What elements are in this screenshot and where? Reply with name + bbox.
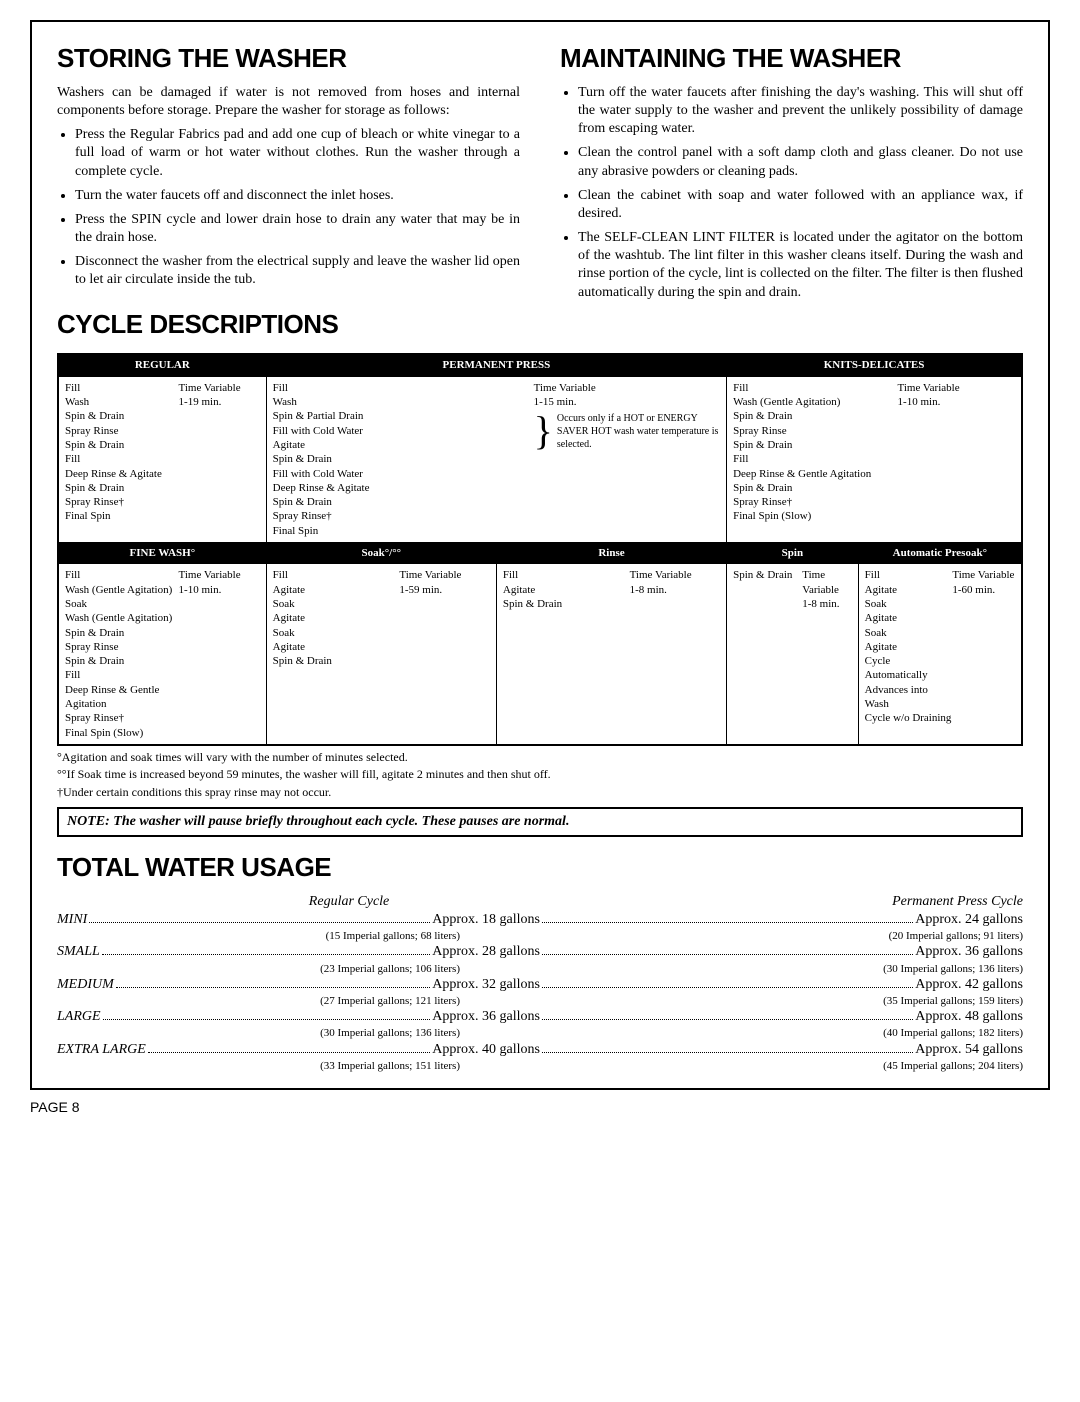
pp-note: Occurs only if a HOT or ENERGY SAVER HOT… — [557, 412, 720, 451]
list-item: Disconnect the washer from the electrica… — [75, 253, 520, 289]
cycle-time: Time Variable 1-8 min. — [802, 568, 851, 611]
water-pp-value: Approx. 54 gallons — [915, 1041, 1023, 1059]
storing-list: Press the Regular Fabrics pad and add on… — [57, 126, 520, 290]
water-pp-value: Approx. 36 gallons — [915, 943, 1023, 961]
storing-intro: Washers can be damaged if water is not r… — [57, 84, 520, 120]
cycle-header: FINE WASH° — [58, 543, 266, 564]
water-headers: Regular Cycle Permanent Press Cycle — [57, 893, 1023, 911]
water-title: TOTAL WATER USAGE — [57, 851, 1023, 885]
water-regular-sub: (27 Imperial gallons; 121 liters) — [57, 994, 540, 1008]
cycle-header: KNITS-DELICATES — [727, 354, 1022, 376]
cycle-steps: Fill Agitate Soak Agitate Soak Agitate S… — [273, 568, 400, 668]
cycle-header: Soak°/°° — [266, 543, 496, 564]
water-pp-value: Approx. 42 gallons — [915, 976, 1023, 994]
cycle-time: Time Variable 1-8 min. — [630, 568, 721, 611]
note-text: NOTE: The washer will pause briefly thro… — [67, 814, 569, 829]
cycle-header: Spin — [727, 543, 859, 564]
water-label: MINI — [57, 911, 87, 929]
page-number: PAGE 8 — [30, 1098, 1050, 1116]
storing-section: STORING THE WASHER Washers can be damage… — [57, 42, 520, 349]
water-regular-sub: (15 Imperial gallons; 68 liters) — [57, 929, 540, 943]
water-header-pp: Permanent Press Cycle — [574, 893, 1023, 911]
cycle-steps: Fill Agitate Spin & Drain — [503, 568, 630, 611]
cycle-header: Rinse — [496, 543, 726, 564]
water-regular-sub: (23 Imperial gallons; 106 liters) — [57, 962, 540, 976]
cycle-header: PERMANENT PRESS — [266, 354, 726, 376]
water-usage-table: MINI Approx. 18 gallons(15 Imperial gallo… — [57, 911, 1023, 1073]
footnote: °Agitation and soak times will vary with… — [57, 750, 1023, 766]
maintaining-title: MAINTAINING THE WASHER — [560, 42, 1023, 76]
footnote: °°If Soak time is increased beyond 59 mi… — [57, 767, 1023, 783]
water-row: MINI Approx. 18 gallons(15 Imperial gallo… — [57, 911, 1023, 943]
cycle-cell: Spin & Drain Time Variable 1-8 min. — [727, 564, 859, 745]
cycle-title: CYCLE DESCRIPTIONS — [57, 308, 520, 342]
maintaining-list: Turn off the water faucets after finishi… — [560, 84, 1023, 302]
list-item: Turn the water faucets off and disconnec… — [75, 187, 520, 205]
water-pp-value: Approx. 24 gallons — [915, 911, 1023, 929]
cycle-cell: Fill Wash Spin & Partial Drain Fill with… — [266, 376, 726, 542]
water-regular-sub: (30 Imperial gallons; 136 liters) — [57, 1026, 540, 1040]
cycle-steps: Spin & Drain — [733, 568, 802, 611]
water-row: MEDIUM Approx. 32 gallons(27 Imperial gal… — [57, 976, 1023, 1008]
water-row: LARGE Approx. 36 gallons(30 Imperial gall… — [57, 1008, 1023, 1040]
footnotes: °Agitation and soak times will vary with… — [57, 750, 1023, 801]
water-pp-sub: (45 Imperial gallons; 204 liters) — [540, 1059, 1023, 1073]
list-item: Press the SPIN cycle and lower drain hos… — [75, 211, 520, 247]
cycle-time: Time Variable 1-60 min. — [952, 568, 1015, 725]
water-regular-sub: (33 Imperial gallons; 151 liters) — [57, 1059, 540, 1073]
maintaining-section: MAINTAINING THE WASHER Turn off the wate… — [560, 42, 1023, 349]
water-regular-value: Approx. 40 gallons — [432, 1041, 540, 1059]
cycle-time: Time Variable 1-19 min. — [179, 381, 260, 524]
cycle-time: Time Variable 1-10 min. — [898, 381, 1015, 524]
water-pp-value: Approx. 48 gallons — [915, 1008, 1023, 1026]
water-label: EXTRA LARGE — [57, 1041, 146, 1059]
brace-icon: } — [534, 411, 553, 451]
list-item: Press the Regular Fabrics pad and add on… — [75, 126, 520, 181]
cycle-steps: Fill Wash Spin & Partial Drain Fill with… — [273, 381, 534, 538]
cycle-time: Time Variable 1-59 min. — [399, 568, 490, 668]
water-regular-value: Approx. 28 gallons — [432, 943, 540, 961]
cycle-cell: Fill Agitate Soak Agitate Soak Agitate S… — [266, 564, 496, 745]
list-item: Clean the cabinet with soap and water fo… — [578, 187, 1023, 223]
water-regular-value: Approx. 18 gallons — [432, 911, 540, 929]
cycle-cell: Fill Wash (Gentle Agitation) Soak Wash (… — [58, 564, 266, 745]
water-label: SMALL — [57, 943, 100, 961]
water-pp-sub: (35 Imperial gallons; 159 liters) — [540, 994, 1023, 1008]
cycle-cell: Fill Agitate Soak Agitate Soak Agitate C… — [858, 564, 1022, 745]
storing-title: STORING THE WASHER — [57, 42, 520, 76]
water-regular-value: Approx. 32 gallons — [432, 976, 540, 994]
cycle-descriptions-table: REGULAR PERMANENT PRESS KNITS-DELICATES … — [57, 353, 1023, 745]
cycle-steps: Fill Agitate Soak Agitate Soak Agitate C… — [865, 568, 953, 725]
water-row: SMALL Approx. 28 gallons(23 Imperial gall… — [57, 943, 1023, 975]
footnote: †Under certain conditions this spray rin… — [57, 785, 1023, 801]
cycle-cell: Fill Wash (Gentle Agitation) Spin & Drai… — [727, 376, 1022, 542]
water-regular-value: Approx. 36 gallons — [432, 1008, 540, 1026]
cycle-time: Time Variable 1-15 min. — [534, 381, 720, 410]
cycle-time: Time Variable 1-10 min. — [179, 568, 260, 740]
cycle-cell: Fill Wash Spin & Drain Spray Rinse Spin … — [58, 376, 266, 542]
water-label: LARGE — [57, 1008, 101, 1026]
list-item: Turn off the water faucets after finishi… — [578, 84, 1023, 139]
cycle-steps: Fill Wash (Gentle Agitation) Soak Wash (… — [65, 568, 179, 740]
cycle-header: Automatic Presoak° — [858, 543, 1022, 564]
water-pp-sub: (20 Imperial gallons; 91 liters) — [540, 929, 1023, 943]
water-label: MEDIUM — [57, 976, 114, 994]
water-pp-sub: (30 Imperial gallons; 136 liters) — [540, 962, 1023, 976]
cycle-cell: Fill Agitate Spin & Drain Time Variable … — [496, 564, 726, 745]
list-item: Clean the control panel with a soft damp… — [578, 144, 1023, 180]
water-row: EXTRA LARGE Approx. 40 gallons(33 Imperia… — [57, 1041, 1023, 1073]
water-header-regular: Regular Cycle — [124, 893, 573, 911]
list-item: The SELF-CLEAN LINT FILTER is located un… — [578, 229, 1023, 302]
note-box: NOTE: The washer will pause briefly thro… — [57, 807, 1023, 837]
cycle-steps: Fill Wash Spin & Drain Spray Rinse Spin … — [65, 381, 179, 524]
cycle-header: REGULAR — [58, 354, 266, 376]
cycle-steps: Fill Wash (Gentle Agitation) Spin & Drai… — [733, 381, 897, 524]
water-pp-sub: (40 Imperial gallons; 182 liters) — [540, 1026, 1023, 1040]
